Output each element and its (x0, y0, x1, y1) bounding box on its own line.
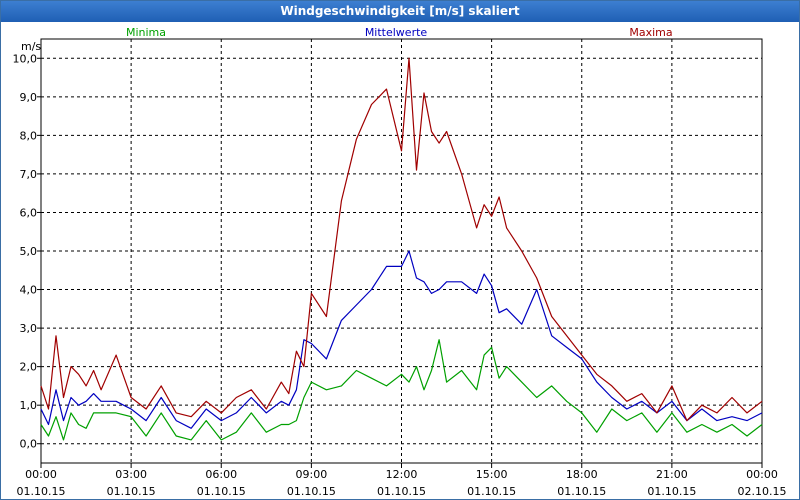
chart-title: Windgeschwindigkeit [m/s] skaliert (1, 1, 799, 22)
wind-speed-chart: 0,0 1,0 2,0 3,0 4,0 5,0 6,0 7,0 8,0 9,0 10,0 00:00 0… (13, 26, 787, 498)
y-tick-label: 9,0 (20, 91, 38, 104)
x-tick-label-date: 01.10.15 (107, 485, 156, 498)
series-line-minima (40, 339, 763, 441)
x-tick-label-date: 01.10.15 (287, 485, 336, 498)
y-axis-label: m/s (21, 40, 41, 53)
y-tick-label: 7,0 (20, 168, 38, 181)
y-tick-label: 4,0 (20, 284, 38, 297)
x-tick-label-time: 09:00 (296, 468, 328, 481)
x-tick-label-date: 01.10.15 (197, 485, 246, 498)
y-tick-label: 10,0 (13, 52, 38, 65)
x-tick-label-time: 21:00 (656, 468, 688, 481)
x-tick-label-date: 01.10.15 (17, 485, 66, 498)
x-tick-label-time: 00:00 (25, 468, 57, 481)
y-tick-label: 5,0 (20, 245, 38, 258)
x-tick-label-time: 03:00 (115, 468, 147, 481)
legend-minima: Minima (126, 26, 166, 39)
x-tick-label-date: 02.10.15 (738, 485, 787, 498)
y-tick-label: 3,0 (20, 322, 38, 335)
x-tick-label-time: 18:00 (566, 468, 598, 481)
legend-maxima: Maxima (629, 26, 672, 39)
x-tick-label-time: 06:00 (205, 468, 237, 481)
x-tick-label-date: 01.10.15 (647, 485, 696, 498)
y-tick-label: 8,0 (20, 129, 38, 142)
x-tick-label-date: 01.10.15 (377, 485, 426, 498)
x-tick-label-time: 00:00 (746, 468, 778, 481)
series-line-mittelwerte (40, 250, 763, 429)
series-line-maxima (40, 57, 763, 422)
x-tick-label-date: 01.10.15 (557, 485, 606, 498)
y-tick-label: 1,0 (20, 399, 38, 412)
legend-mittelwerte: Mittelwerte (365, 26, 428, 39)
x-tick-label-time: 12:00 (386, 468, 418, 481)
x-tick-label-time: 15:00 (476, 468, 508, 481)
y-tick-label: 6,0 (20, 206, 38, 219)
x-tick-label-date: 01.10.15 (467, 485, 516, 498)
y-tick-label: 0,0 (20, 438, 38, 451)
y-tick-label: 2,0 (20, 361, 38, 374)
